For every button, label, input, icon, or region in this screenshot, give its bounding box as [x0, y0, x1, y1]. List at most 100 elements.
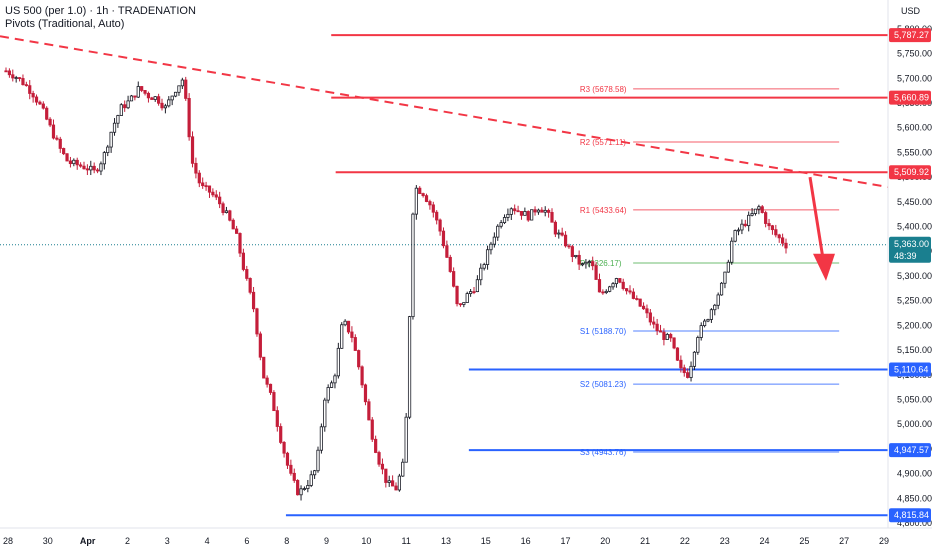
candle-body: [719, 282, 724, 296]
candle-body: [543, 209, 547, 213]
candle-body: [326, 387, 330, 401]
candle-body: [750, 213, 754, 216]
price-axis[interactable]: 5,800.005,750.005,700.005,650.005,600.00…: [887, 0, 932, 550]
time-axis[interactable]: 28 30 Apr 2 3 4 6 8 9 10 11 13 15 16 17 20 21 22 23 24 25 27 2…: [0, 527, 932, 546]
y-tick-label: 5,300.00: [897, 271, 932, 281]
candle-body: [228, 210, 232, 221]
pivot-label: S3 (4943.76): [580, 448, 627, 457]
candle-body: [418, 187, 422, 194]
candle-body: [292, 472, 296, 481]
level-price-badge: [889, 362, 931, 377]
candle-body: [509, 208, 513, 215]
candle-body: [438, 219, 442, 232]
candle-body: [452, 271, 456, 287]
candle-body: [99, 163, 103, 172]
candle-body: [584, 261, 588, 265]
candle-body: [170, 95, 174, 101]
candle-body: [394, 485, 398, 491]
candle-body: [424, 195, 429, 202]
candle-body: [116, 115, 120, 124]
y-tick-label: 5,000.00: [897, 419, 932, 429]
candle-body: [387, 480, 391, 483]
candle-body: [594, 265, 598, 280]
symbol-title[interactable]: US 500 (per 1.0) · 1h · TRADENATION: [5, 5, 196, 17]
y-tick-label: 4,850.00: [897, 493, 932, 503]
y-tick-label: 5,550.00: [897, 147, 932, 157]
candle-body: [160, 102, 164, 109]
candle-body: [241, 252, 245, 270]
candle-body: [753, 208, 758, 214]
candle-body: [353, 337, 357, 351]
x-tick-label: 17: [560, 536, 570, 546]
pivot-label: S1 (5188.70): [580, 327, 627, 336]
candle-body: [736, 229, 741, 232]
candle-body: [774, 229, 778, 236]
candle-body: [58, 138, 62, 149]
candle-body: [540, 209, 544, 213]
candle-body: [133, 95, 137, 98]
candle-body: [319, 426, 323, 451]
candle-body: [513, 208, 517, 212]
candle-body: [716, 294, 720, 306]
x-tick-label: 9: [324, 536, 329, 546]
candle-body: [462, 302, 466, 305]
x-tick-label: 15: [481, 536, 491, 546]
candle-body: [692, 351, 697, 367]
y-tick-label: 5,200.00: [897, 320, 932, 330]
candle-body: [106, 146, 110, 154]
candle-body: [689, 365, 693, 378]
candle-body: [218, 196, 222, 205]
candle-body: [614, 278, 619, 285]
candle-body: [686, 372, 690, 378]
candle-body: [621, 281, 625, 289]
down-arrow-annotation: [808, 176, 835, 281]
candle-body: [652, 321, 656, 325]
candle-body: [587, 261, 591, 263]
level-price-badge: [889, 165, 931, 180]
x-tick-label: 28: [3, 536, 13, 546]
trendline: [0, 35, 889, 188]
candle-body: [448, 256, 452, 272]
candle-body: [441, 230, 446, 247]
candle-body: [17, 77, 22, 79]
x-tick-label: 4: [205, 536, 210, 546]
pivot-label: R1 (5433.64): [580, 206, 627, 215]
candle-body: [641, 305, 646, 310]
candle-body: [370, 419, 374, 440]
candle-body: [85, 168, 89, 171]
candle-body: [709, 309, 713, 320]
candle-body: [214, 194, 218, 198]
candle-body: [384, 468, 388, 483]
candle-body: [706, 319, 710, 322]
candle-body: [309, 474, 313, 486]
candle-body: [31, 93, 35, 98]
candle-body: [672, 337, 676, 349]
candle-body: [757, 206, 761, 210]
candle-body: [428, 201, 432, 206]
candle-body: [658, 330, 663, 333]
candle-body: [173, 91, 178, 97]
candle-body: [79, 164, 83, 167]
x-tick-label: 30: [43, 536, 53, 546]
candle-body: [272, 392, 276, 412]
indicator-label[interactable]: Pivots (Traditional, Auto): [5, 18, 125, 30]
candle-body: [726, 261, 730, 273]
level-price-badge: [889, 508, 931, 523]
candle-body: [489, 243, 493, 251]
candle-body: [190, 136, 195, 164]
candle-body: [404, 416, 408, 463]
candle-body: [733, 230, 737, 242]
y-tick-label: 5,050.00: [897, 395, 932, 405]
candle-body: [669, 334, 673, 339]
candle-body: [126, 100, 130, 109]
candle-body: [7, 70, 11, 76]
level-price-label: 5,787.27: [894, 30, 929, 40]
candle-body: [455, 285, 459, 305]
candle-body: [265, 377, 269, 385]
candle-body: [597, 279, 602, 293]
candle-body: [580, 263, 585, 266]
bar-countdown-label: 48:39: [894, 251, 917, 261]
candle-body: [187, 98, 191, 138]
candle-body: [306, 485, 310, 489]
